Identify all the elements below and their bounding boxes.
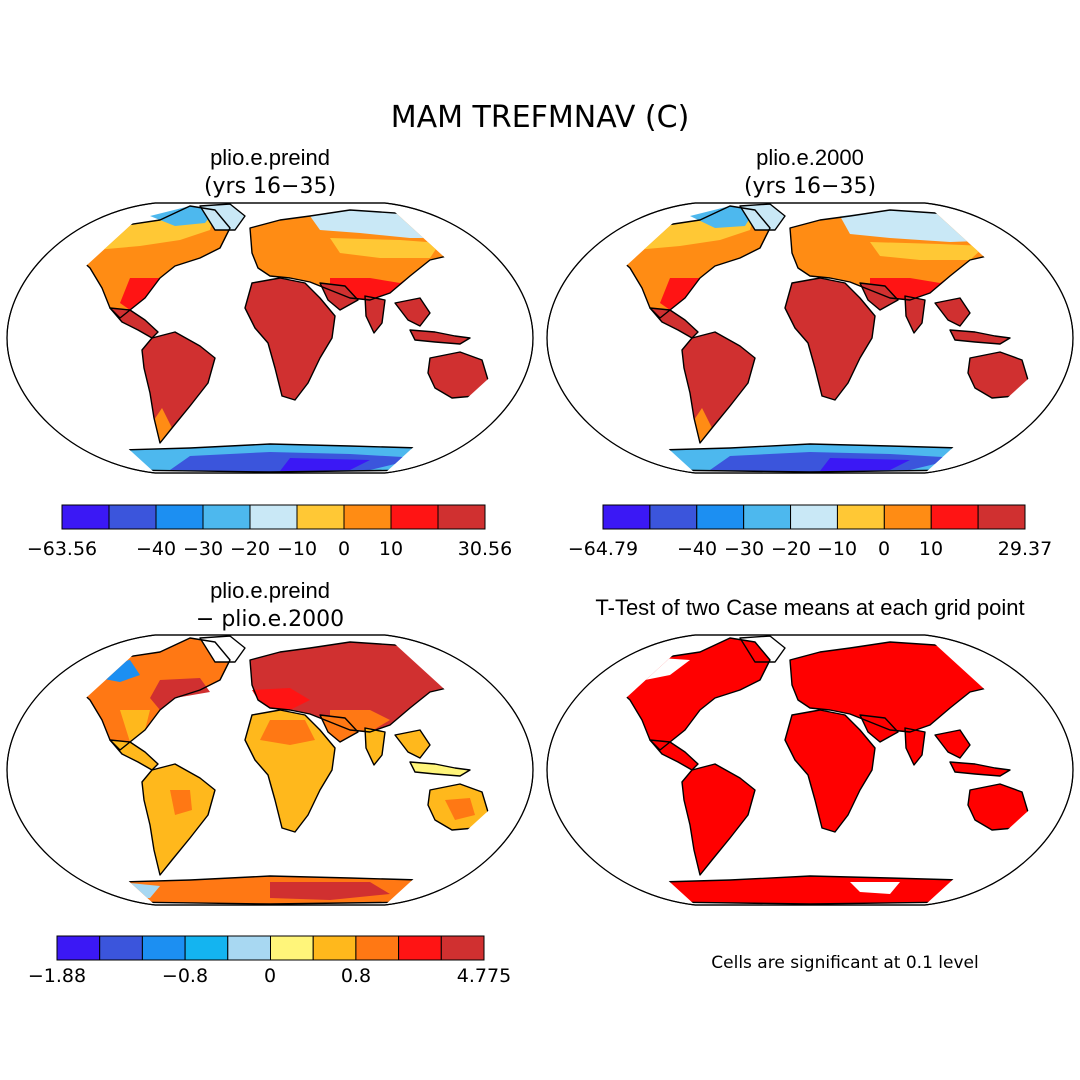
colorbar-swatch	[312, 935, 357, 961]
tick-label: −0.8	[162, 965, 208, 987]
colorbar: −63.56 −40 −30 −20 −10 0 10 30.56	[27, 504, 512, 560]
tick-label: 0.8	[341, 965, 371, 987]
colorbar-swatch	[296, 504, 345, 530]
panel-subtitle: − plio.e.2000	[196, 607, 344, 632]
colorbar-swatch	[108, 504, 157, 530]
colorbar-swatch	[390, 504, 439, 530]
tick-label: −63.56	[27, 538, 97, 560]
colorbar-swatch	[437, 504, 486, 530]
globe-map	[546, 202, 1074, 474]
colorbar-swatch	[227, 935, 272, 961]
globe-map	[6, 634, 534, 906]
tick-label: 10	[379, 538, 403, 560]
tick-label: 0	[878, 538, 890, 560]
colorbar: −64.79 −40 −30 −20 −10 0 10 29.37	[568, 504, 1052, 560]
tick-label: −20	[230, 538, 270, 560]
panel-title: plio.e.preind	[210, 578, 330, 603]
colorbar-swatch	[184, 935, 229, 961]
globe-map	[6, 202, 534, 474]
colorbar: −1.88 −0.8 0 0.8 4.775	[28, 935, 511, 987]
colorbar-swatch	[649, 504, 698, 530]
tick-label: 30.56	[458, 538, 512, 560]
tick-label: −1.88	[28, 965, 86, 987]
colorbar-swatch	[141, 935, 186, 961]
main-title: MAM TREFMNAV (C)	[391, 100, 690, 135]
colorbar-swatch	[602, 504, 651, 530]
colorbar-swatch	[99, 935, 143, 961]
panel-subtitle: (yrs 16−35)	[204, 174, 336, 199]
tick-label: 29.37	[998, 538, 1052, 560]
panel-ttest: T-Test of two Case means at each grid po…	[546, 595, 1074, 973]
colorbar-swatch	[249, 504, 298, 530]
tick-label: −10	[817, 538, 857, 560]
panel-title: T-Test of two Case means at each grid po…	[595, 595, 1024, 620]
colorbar-swatch	[202, 504, 251, 530]
panel-difference: plio.e.preind − plio.e.2000	[6, 578, 534, 987]
tick-label: 10	[919, 538, 943, 560]
tick-label: −64.79	[568, 538, 638, 560]
globe-map	[546, 634, 1074, 906]
colorbar-swatch	[930, 504, 979, 530]
panel-preind: plio.e.preind (yrs 16−35)	[6, 145, 534, 560]
tick-label: −40	[136, 538, 176, 560]
colorbar-swatch	[977, 504, 1026, 530]
significance-note: Cells are significant at 0.1 level	[711, 953, 978, 973]
tick-label: −10	[277, 538, 317, 560]
colorbar-swatch	[696, 504, 745, 530]
panel-2000: plio.e.2000 (yrs 16−35)	[546, 145, 1074, 560]
colorbar-swatch	[61, 504, 110, 530]
colorbar-swatch	[343, 504, 392, 530]
tick-label: −30	[724, 538, 764, 560]
colorbar-swatch	[155, 504, 204, 530]
colorbar-swatch	[56, 935, 101, 961]
colorbar-swatch	[883, 504, 932, 530]
tick-label: −30	[183, 538, 223, 560]
panel-subtitle: (yrs 16−35)	[744, 174, 876, 199]
tick-label: 4.775	[457, 965, 511, 987]
colorbar-swatch	[836, 504, 885, 530]
tick-label: −20	[771, 538, 811, 560]
colorbar-swatch	[355, 935, 400, 961]
tick-label: −40	[677, 538, 717, 560]
panel-title: plio.e.2000	[756, 145, 864, 170]
tick-label: 0	[264, 965, 276, 987]
colorbar-swatch	[270, 935, 314, 961]
colorbar-swatch	[398, 935, 442, 961]
colorbar-swatch	[440, 935, 485, 961]
tick-label: 0	[338, 538, 350, 560]
panel-title: plio.e.preind	[210, 145, 330, 170]
colorbar-swatch	[790, 504, 838, 530]
colorbar-swatch	[743, 504, 792, 530]
